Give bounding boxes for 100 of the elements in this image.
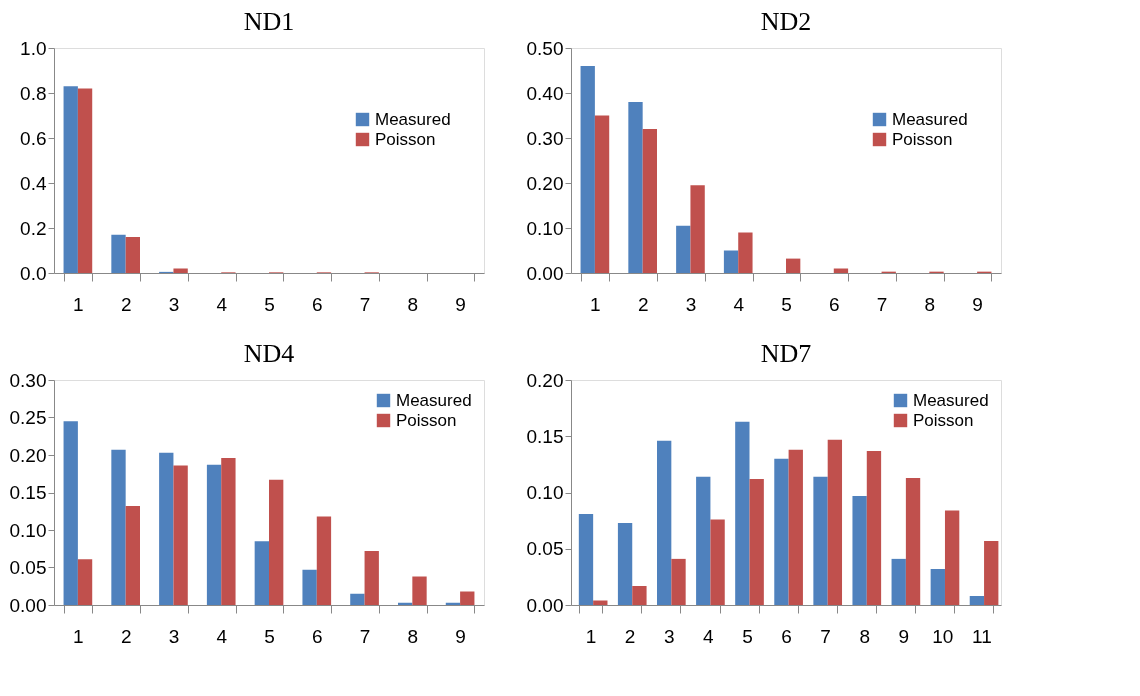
x-tick-label: 4 (216, 293, 228, 315)
x-tick-label: 1 (590, 293, 601, 315)
x-tick-label: 5 (264, 625, 275, 647)
x-tick-label: 5 (264, 293, 275, 315)
x-tick-label: 2 (637, 293, 649, 315)
bar (617, 522, 633, 605)
bar (63, 421, 78, 605)
legend-label: Measured (396, 390, 472, 410)
bar (412, 576, 427, 605)
x-tick-label: 7 (876, 293, 888, 315)
bar (969, 596, 985, 605)
x-tick-label: 6 (781, 625, 792, 647)
x-tick-label: 4 (703, 625, 715, 647)
legend-label: Measured (375, 109, 451, 129)
bar (206, 464, 222, 605)
legend-label: Poisson (892, 129, 953, 149)
y-tick-label: 0.20 (526, 172, 564, 194)
y-tick-label: 0.6 (20, 127, 47, 149)
x-tick-label: 6 (828, 293, 840, 315)
x-tick-label: 2 (120, 625, 132, 647)
y-tick-label: 0.2 (20, 217, 47, 239)
x-tick-label: 9 (898, 625, 910, 647)
bar (710, 519, 725, 605)
x-tick-label: 11 (972, 625, 992, 647)
y-tick-label: 0.30 (9, 369, 47, 391)
y-tick-label: 0.15 (526, 425, 564, 447)
bar (316, 516, 332, 605)
bar (63, 86, 78, 273)
bar (580, 66, 595, 273)
bar (125, 237, 140, 273)
bar (735, 421, 750, 605)
bar (578, 513, 594, 605)
bar (696, 476, 711, 605)
bar (788, 449, 803, 605)
y-tick-label: 0.00 (526, 262, 564, 284)
bar (221, 458, 236, 605)
x-tick-label: 7 (359, 625, 371, 647)
bar (173, 268, 188, 273)
bar (159, 452, 174, 605)
y-tick-label: 0.10 (9, 519, 47, 541)
y-tick-label: 0.40 (526, 82, 564, 104)
bar (774, 458, 789, 605)
y-tick-label: 0.05 (526, 538, 564, 560)
x-tick-label: 6 (311, 293, 323, 315)
bar (350, 593, 365, 605)
x-tick-label: 7 (359, 293, 371, 315)
y-tick-label: 0.10 (526, 217, 564, 239)
chart-title: ND1 (243, 7, 295, 36)
bar (657, 440, 672, 605)
bar (891, 558, 906, 605)
x-tick-label: 4 (216, 625, 228, 647)
y-tick-label: 0.10 (526, 482, 564, 503)
bar (723, 250, 739, 273)
bar (632, 585, 647, 605)
bar (125, 506, 140, 605)
bar (111, 234, 126, 273)
x-tick-label: 3 (685, 293, 697, 315)
x-tick-label: 2 (120, 293, 132, 315)
bar (984, 540, 999, 605)
y-tick-label: 0.15 (9, 482, 47, 503)
bar (813, 476, 828, 605)
bar (173, 465, 188, 605)
x-tick-label: 8 (407, 625, 419, 647)
bar (111, 449, 126, 605)
x-tick-label: 3 (663, 625, 675, 647)
y-tick-label: 0.05 (9, 557, 47, 578)
x-tick-label: 5 (742, 625, 753, 647)
bar (786, 258, 801, 273)
y-tick-label: 0.20 (9, 444, 47, 466)
legend-label: Measured (892, 109, 968, 129)
bar (269, 479, 284, 605)
chart-title: ND4 (243, 339, 295, 368)
x-tick-label: 6 (311, 625, 323, 647)
chart-title: ND7 (760, 339, 812, 368)
x-tick-label: 8 (924, 293, 936, 315)
x-tick-label: 9 (455, 625, 466, 647)
x-tick-label: 9 (972, 293, 983, 315)
bar (364, 551, 379, 605)
x-tick-label: 8 (407, 293, 419, 315)
x-tick-label: 3 (168, 625, 180, 647)
y-tick-label: 0.4 (20, 172, 47, 194)
y-tick-label: 0.20 (526, 369, 564, 391)
x-tick-label: 2 (624, 625, 636, 647)
bar (676, 225, 691, 273)
legend-label: Poisson (913, 410, 974, 430)
x-tick-label: 1 (73, 625, 84, 647)
y-tick-label: 0.30 (526, 127, 564, 149)
bar (77, 559, 93, 605)
bar (671, 558, 686, 605)
chart-title: ND2 (760, 7, 812, 36)
x-tick-label: 5 (781, 293, 792, 315)
y-tick-label: 0.50 (526, 37, 564, 59)
x-tick-label: 4 (733, 293, 745, 315)
legend-label: Poisson (396, 410, 457, 430)
y-tick-label: 0.8 (20, 82, 47, 104)
bar (690, 185, 705, 273)
x-tick-label: 1 (585, 625, 597, 647)
legend-label: Poisson (375, 129, 436, 149)
bar (628, 102, 643, 273)
bar (77, 88, 93, 273)
